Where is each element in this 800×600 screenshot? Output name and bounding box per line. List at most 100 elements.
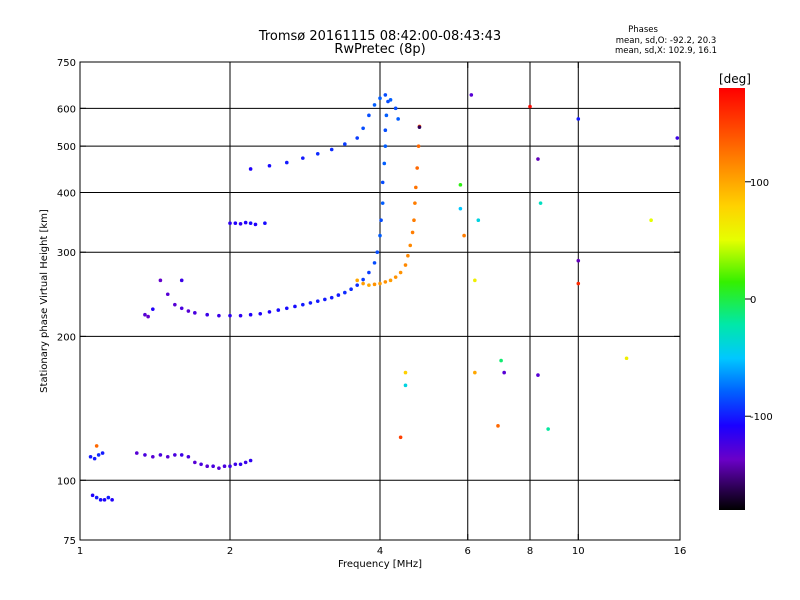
data-point	[624, 356, 629, 361]
data-point	[378, 233, 382, 238]
data-point	[301, 302, 305, 307]
data-point	[146, 314, 150, 319]
data-point	[408, 243, 413, 248]
data-point	[343, 290, 347, 295]
data-point	[499, 358, 503, 363]
data-point	[528, 104, 532, 109]
colorbar-tick-label: 100	[750, 178, 769, 189]
data-point	[462, 233, 466, 238]
data-point	[675, 136, 680, 140]
colorbar-tick-label: 0	[750, 295, 756, 306]
y-tick-label: 300	[57, 248, 76, 259]
data-point	[284, 160, 289, 165]
data-point	[110, 498, 114, 502]
y-tick-label: 200	[57, 332, 76, 343]
data-point	[398, 270, 403, 275]
data-point	[217, 466, 221, 470]
x-tick-label: 2	[227, 546, 233, 557]
data-point	[384, 113, 389, 118]
data-point	[315, 299, 320, 303]
data-point	[238, 313, 243, 318]
y-axis-label: Stationary phase Virtual Height [km]	[39, 209, 50, 393]
data-point	[473, 278, 477, 283]
colorbar-tick-label: -100	[750, 412, 773, 423]
data-point	[238, 222, 243, 226]
data-point	[267, 163, 272, 168]
data-point	[386, 99, 390, 104]
colorbar-gradient	[719, 88, 745, 510]
data-point	[233, 221, 238, 226]
data-point	[88, 454, 93, 459]
data-point	[416, 144, 421, 148]
data-point	[143, 453, 147, 457]
data-point	[94, 444, 99, 448]
y-tick-label: 100	[57, 476, 76, 487]
data-point	[263, 221, 267, 226]
data-point	[383, 280, 388, 284]
data-point	[199, 462, 203, 467]
data-point	[248, 221, 253, 226]
data-point	[388, 98, 393, 102]
data-point	[393, 106, 398, 111]
data-point	[380, 180, 385, 185]
data-point	[413, 201, 417, 205]
chart-title: Tromsø 20161115 08:42:00-08:43:43	[258, 29, 501, 44]
data-point	[315, 151, 320, 156]
x-tick-label: 8	[527, 546, 533, 557]
data-point	[372, 103, 377, 107]
data-point	[243, 220, 248, 225]
data-point	[98, 498, 103, 502]
data-point	[649, 218, 653, 223]
data-point	[301, 156, 305, 160]
data-point	[293, 304, 297, 309]
data-point	[253, 222, 258, 227]
data-point	[576, 258, 581, 263]
data-point	[367, 113, 371, 118]
data-point	[179, 306, 184, 311]
data-point	[179, 278, 184, 283]
data-point	[576, 281, 581, 286]
data-point	[186, 309, 191, 313]
data-point	[403, 370, 408, 375]
data-point	[458, 183, 463, 187]
data-point	[243, 460, 248, 465]
data-point	[158, 278, 163, 283]
y-tick-label: 600	[57, 104, 76, 115]
data-point	[165, 292, 170, 297]
colorbar-ticks: 100 0 -100	[745, 178, 773, 423]
data-point	[469, 93, 474, 97]
data-point	[222, 464, 227, 469]
data-point	[375, 250, 380, 255]
data-point	[173, 302, 177, 307]
data-point	[414, 185, 418, 190]
y-tick-label: 75	[63, 536, 76, 547]
data-point	[248, 312, 253, 317]
data-point	[367, 270, 371, 275]
data-point	[378, 96, 382, 100]
data-points	[88, 93, 680, 502]
x-axis-ticks: 1 2 4 6 8 10 16	[77, 62, 687, 557]
data-point	[343, 142, 347, 146]
y-tick-label: 500	[57, 142, 76, 153]
stats-x-line: mean, sd,X: 102.9, 16.1	[615, 46, 717, 56]
data-point	[379, 218, 383, 223]
data-point	[536, 373, 540, 377]
data-point	[372, 282, 377, 287]
x-tick-label: 1	[77, 546, 83, 557]
data-point	[410, 230, 415, 235]
data-point	[388, 278, 393, 283]
data-point	[406, 253, 410, 258]
data-point	[372, 261, 377, 265]
data-point	[502, 370, 506, 375]
stats-title: Phases	[628, 25, 658, 35]
data-point	[211, 464, 215, 469]
data-point	[179, 453, 184, 457]
data-point	[217, 313, 221, 318]
data-point	[134, 451, 139, 455]
data-point	[228, 313, 232, 318]
data-point	[403, 263, 408, 267]
data-point	[380, 201, 385, 205]
data-point	[205, 312, 209, 317]
x-tick-label: 16	[674, 546, 687, 557]
data-point	[238, 462, 243, 467]
